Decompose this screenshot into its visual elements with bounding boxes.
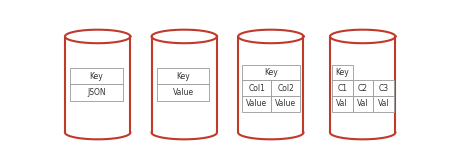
Text: C1: C1 xyxy=(337,84,346,93)
Polygon shape xyxy=(151,30,217,43)
Bar xyxy=(331,65,352,80)
Bar xyxy=(352,96,372,112)
Bar xyxy=(157,68,209,84)
Bar xyxy=(372,96,393,112)
Bar xyxy=(70,68,122,84)
Text: Col1: Col1 xyxy=(248,84,265,93)
Polygon shape xyxy=(329,36,394,132)
Text: Key: Key xyxy=(90,72,103,81)
Text: Col2: Col2 xyxy=(277,84,294,93)
Text: Value: Value xyxy=(246,99,267,108)
Bar xyxy=(372,80,393,96)
Text: Key: Key xyxy=(334,68,349,77)
Bar xyxy=(242,96,271,112)
Bar xyxy=(242,80,271,96)
Polygon shape xyxy=(329,30,394,43)
Text: Key: Key xyxy=(176,72,190,81)
Bar xyxy=(271,80,300,96)
Text: C2: C2 xyxy=(357,84,367,93)
Text: Value: Value xyxy=(172,88,193,97)
Bar xyxy=(271,96,300,112)
Text: C3: C3 xyxy=(378,84,388,93)
Bar xyxy=(242,65,300,80)
Polygon shape xyxy=(238,36,303,132)
Polygon shape xyxy=(238,30,303,43)
Bar xyxy=(157,84,209,100)
Text: JSON: JSON xyxy=(87,88,106,97)
Text: Value: Value xyxy=(275,99,296,108)
Bar xyxy=(352,80,372,96)
Bar xyxy=(331,96,352,112)
Polygon shape xyxy=(65,36,130,132)
Text: Val: Val xyxy=(356,99,368,108)
Text: Val: Val xyxy=(336,99,347,108)
Polygon shape xyxy=(65,30,130,43)
Bar xyxy=(331,80,352,96)
Bar xyxy=(70,84,122,100)
Text: Val: Val xyxy=(377,99,389,108)
Text: Key: Key xyxy=(264,68,278,77)
Polygon shape xyxy=(151,36,217,132)
